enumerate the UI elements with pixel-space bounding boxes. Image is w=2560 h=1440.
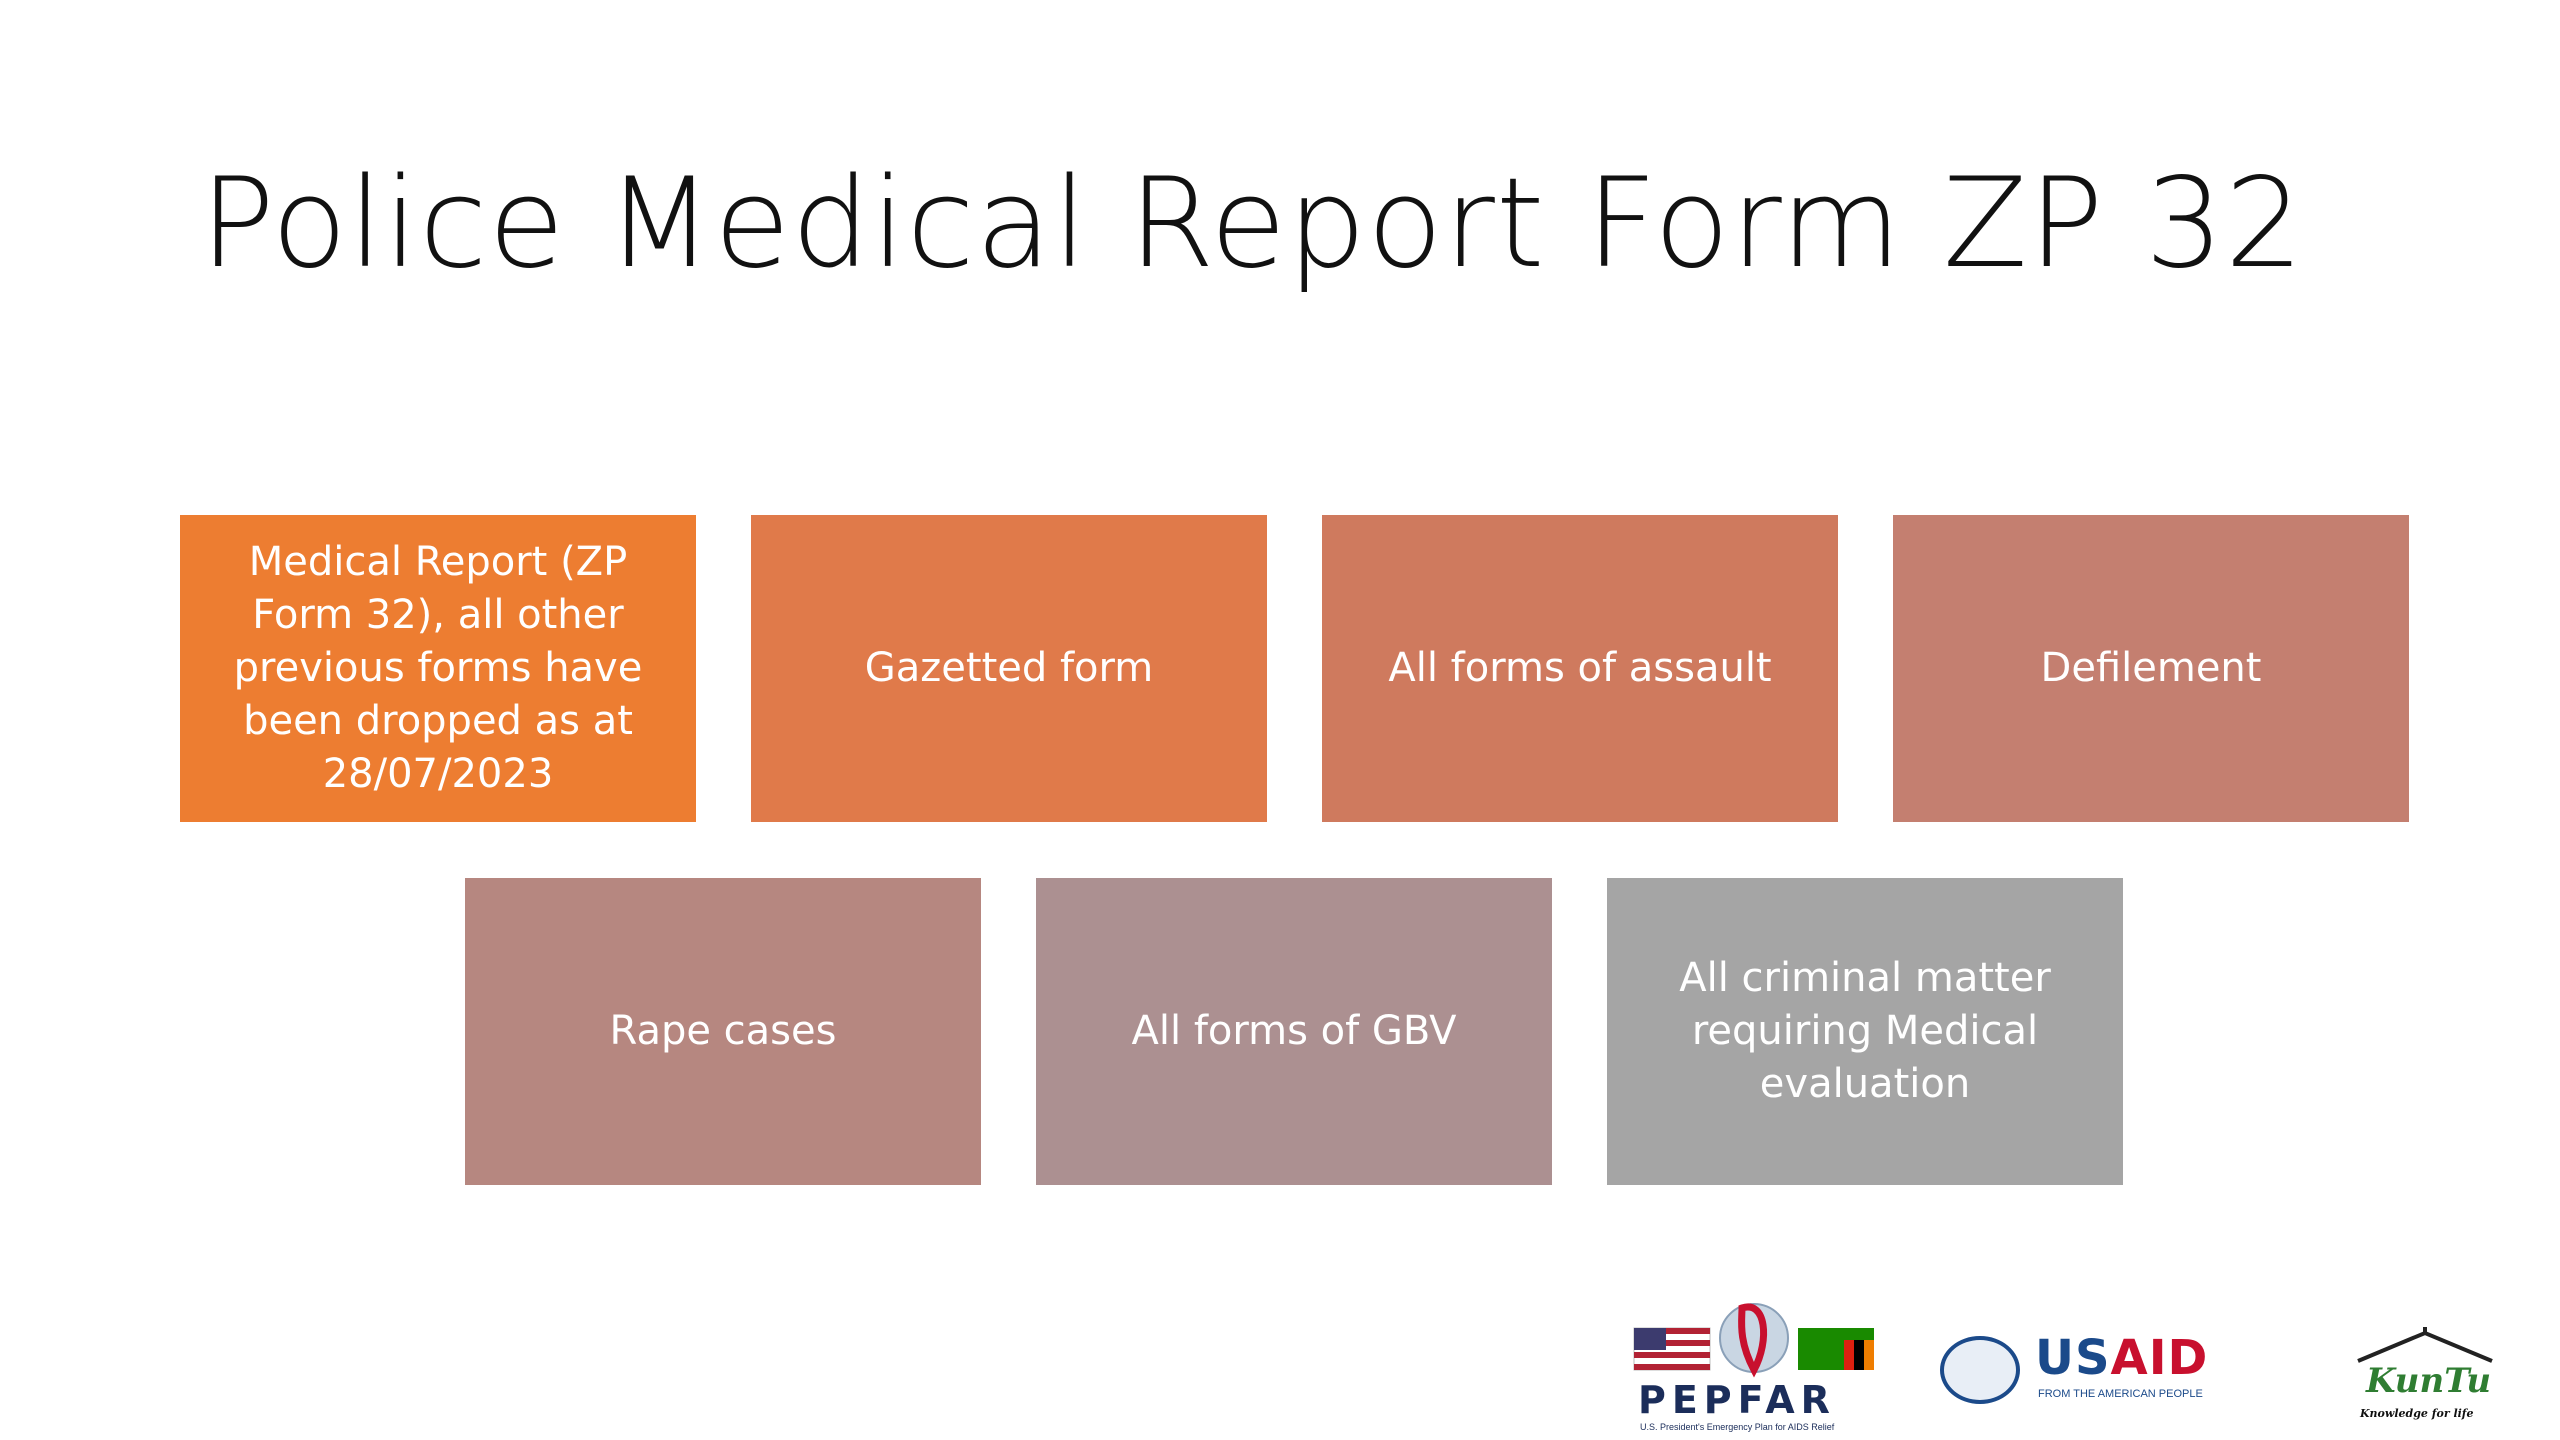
- usaid-seal-icon: [1940, 1336, 2020, 1404]
- pepfar-wordmark: PEPFAR: [1638, 1378, 1836, 1422]
- pepfar-logo: PEPFAR U.S. President's Emergency Plan f…: [1630, 1300, 1880, 1440]
- usaid-wordmark: USAID: [2035, 1330, 2209, 1386]
- usaid-logo: USAID FROM THE AMERICAN PEOPLE: [1940, 1330, 2250, 1410]
- pepfar-subtitle: U.S. President's Emergency Plan for AIDS…: [1640, 1422, 1835, 1432]
- box-assault: All forms of assault: [1322, 515, 1838, 822]
- pepfar-emblem-icon: [1633, 1303, 1874, 1378]
- box-rape-cases: Rape cases: [465, 878, 981, 1185]
- kuntu-wordmark: KunTu: [2366, 1361, 2492, 1401]
- slide-title: Police Medical Report Form ZP 32: [200, 152, 2305, 296]
- logo-strip: PEPFAR U.S. President's Emergency Plan f…: [1630, 1300, 2510, 1440]
- box-medical-report: Medical Report (ZP Form 32), all other p…: [180, 515, 696, 822]
- box-defilement: Defilement: [1893, 515, 2409, 822]
- box-criminal-matter: All criminal matter requiring Medical ev…: [1607, 878, 2123, 1185]
- box-gazetted-form: Gazetted form: [751, 515, 1267, 822]
- usaid-subtitle: FROM THE AMERICAN PEOPLE: [2038, 1388, 2203, 1400]
- box-gbv: All forms of GBV: [1036, 878, 1552, 1185]
- kuntu-subtitle: Knowledge for life: [2360, 1407, 2474, 1420]
- hut-roof-icon: [2357, 1327, 2493, 1363]
- kuntu-logo: KunTu Knowledge for life: [2350, 1325, 2500, 1435]
